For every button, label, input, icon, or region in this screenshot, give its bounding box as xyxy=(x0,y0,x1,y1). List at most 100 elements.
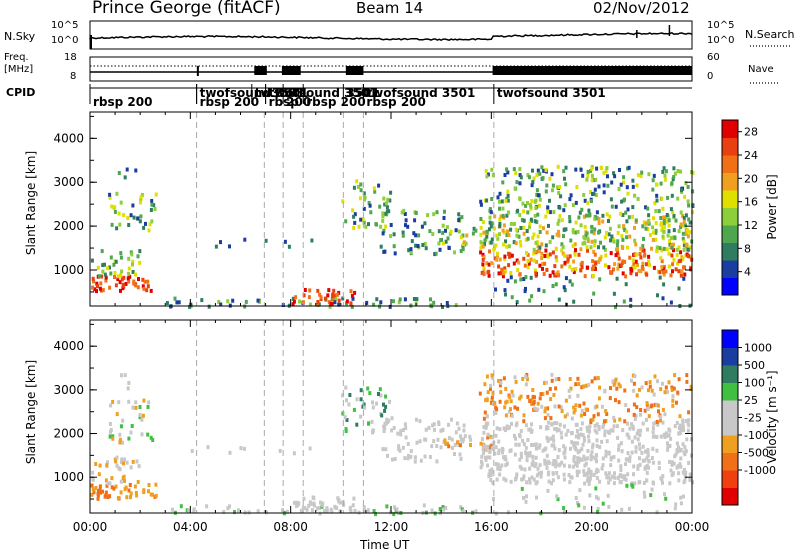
velocity-cell xyxy=(489,387,492,391)
velocity-cell xyxy=(645,401,649,406)
velocity-cell xyxy=(684,470,688,475)
velocity-cell xyxy=(675,448,679,453)
power-cell xyxy=(336,292,340,297)
nsky-label: N.Sky xyxy=(4,30,36,43)
velocity-cell xyxy=(522,442,526,447)
velocity-cell xyxy=(562,444,566,449)
power-cell xyxy=(661,169,665,174)
power-cell xyxy=(625,219,629,224)
x-tick-label-2: 08:00 xyxy=(273,520,308,534)
velocity-cell xyxy=(409,454,413,459)
power-cell xyxy=(620,199,624,204)
power-cell xyxy=(501,180,505,185)
velocity-cell xyxy=(627,435,631,440)
power-cell xyxy=(127,223,131,227)
power-cell xyxy=(652,173,656,178)
power-cell xyxy=(485,234,489,239)
velocity-cell xyxy=(560,460,564,465)
velocity-cell xyxy=(526,377,529,382)
power-cell xyxy=(382,196,386,201)
velocity-cell xyxy=(589,472,593,477)
power-cbar-label-1: 8 xyxy=(744,242,751,255)
velocity-cell xyxy=(98,487,102,492)
velocity-cell xyxy=(536,401,540,406)
velocity-cell xyxy=(601,501,605,506)
velocity-cell xyxy=(370,419,374,424)
power-cell xyxy=(555,232,559,237)
velocity-cell xyxy=(513,405,517,410)
velocity-cell xyxy=(645,470,649,475)
velocity-cell xyxy=(424,427,428,432)
power-cell xyxy=(597,184,601,189)
velocity-cell xyxy=(677,425,681,430)
power-cell xyxy=(112,262,116,267)
power-cell xyxy=(497,271,501,276)
cpid-label-6: 200 xyxy=(286,95,311,109)
power-cell xyxy=(682,265,685,270)
velocity-cell xyxy=(525,480,529,485)
power-cell xyxy=(557,297,561,302)
power-cell xyxy=(501,206,505,211)
velocity-cell xyxy=(380,413,384,418)
velocity-cell xyxy=(576,500,579,505)
velocity-cell xyxy=(641,444,645,449)
power-cell xyxy=(655,245,659,250)
velocity-cell xyxy=(535,473,539,478)
power-cell xyxy=(574,230,578,235)
power-cell xyxy=(535,188,539,193)
velocity-cell xyxy=(480,454,484,459)
velocity-cell xyxy=(687,423,691,428)
velocity-cell xyxy=(362,402,366,407)
power-cell xyxy=(602,183,606,188)
velocity-cell xyxy=(483,382,487,387)
velocity-cell xyxy=(686,421,690,425)
power-cell xyxy=(621,237,625,242)
velocity-cell xyxy=(545,453,549,458)
velocity-cell xyxy=(110,485,114,490)
power-cell xyxy=(388,304,392,309)
power-cell xyxy=(356,184,360,189)
power-cell xyxy=(510,295,514,300)
power-cell xyxy=(633,265,637,270)
velocity-cell xyxy=(532,442,536,447)
velocity-cell xyxy=(491,480,495,485)
velocity-cell xyxy=(572,459,576,463)
power-cell xyxy=(595,166,599,171)
velocity-cell xyxy=(554,459,558,464)
velocity-cell xyxy=(684,419,688,423)
power-cell xyxy=(100,274,103,279)
power-cell xyxy=(349,301,353,306)
power-cell xyxy=(646,206,650,211)
power-cell xyxy=(655,193,659,198)
velocity-cell xyxy=(435,459,439,464)
power-cell xyxy=(535,192,539,197)
power-cell xyxy=(680,188,683,193)
power-cell xyxy=(283,239,287,244)
velocity-cell xyxy=(490,400,493,405)
velocity-cell xyxy=(108,434,112,439)
power-cell xyxy=(564,276,568,281)
power-cell xyxy=(145,288,149,293)
velocity-cell xyxy=(499,390,503,395)
velocity-cell xyxy=(457,426,461,431)
velocity-cell xyxy=(617,458,621,463)
velocity-cell xyxy=(318,506,321,510)
velocity-cell xyxy=(617,400,621,405)
velocity-cell xyxy=(596,469,600,473)
power-cell xyxy=(664,169,668,174)
power-cell xyxy=(641,224,645,229)
velocity-cell xyxy=(105,463,109,468)
velocity-cell xyxy=(632,381,636,386)
velocity-cell xyxy=(647,388,650,393)
y-tick-label-0: 1000 xyxy=(53,470,84,484)
power-cell xyxy=(550,172,554,177)
velocity-cell xyxy=(623,474,627,479)
velocity-cell xyxy=(381,447,385,452)
power-cell xyxy=(529,275,533,280)
velocity-cell xyxy=(355,422,359,427)
velocity-cell xyxy=(502,376,506,381)
power-cell xyxy=(461,244,465,249)
power-cell xyxy=(521,201,525,206)
velocity-cell xyxy=(461,509,465,514)
velocity-cell xyxy=(526,438,530,442)
